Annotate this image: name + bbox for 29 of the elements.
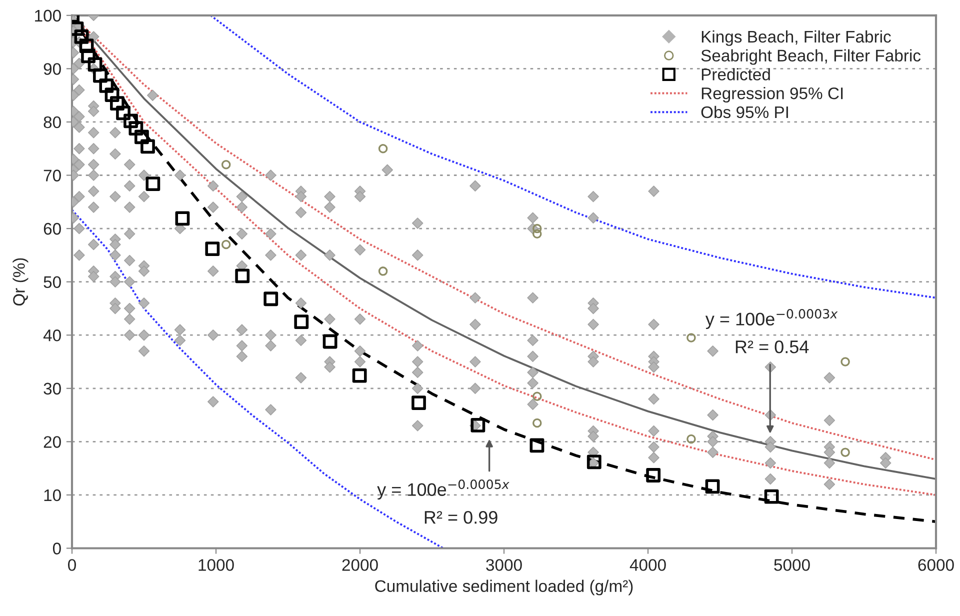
- x-tick-label: 1000: [198, 559, 234, 571]
- annotation: R² = 0.54: [736, 340, 809, 354]
- x-tick-label: 3000: [486, 559, 522, 571]
- x-tick-label: 5000: [774, 559, 810, 571]
- x-tick-label: 0: [68, 559, 76, 571]
- x-tick-label: 4000: [630, 559, 666, 571]
- x-tick-label: 6000: [918, 559, 954, 571]
- x-axis-title: Cumulative sediment loaded (g/m²): [375, 580, 633, 596]
- y-tick-label: 100: [35, 10, 61, 22]
- y-tick-label: 60: [44, 222, 61, 235]
- y-axis-title: Qr (%): [12, 258, 28, 306]
- y-tick-label: 10: [44, 489, 61, 502]
- annotation: R² = 0.99: [424, 510, 498, 524]
- legend-label: Regression 95% CI: [702, 87, 843, 103]
- y-tick-label: 90: [44, 63, 61, 75]
- y-tick-label: 0: [52, 542, 61, 554]
- legend-label: Seabright Beach, Filter Fabric: [701, 49, 921, 65]
- y-tick-label: 30: [44, 382, 61, 395]
- x-tick-label: 2000: [342, 559, 378, 571]
- y-tick-label: 40: [43, 330, 61, 342]
- y-tick-label: 20: [44, 436, 61, 448]
- annotation: y = 100e$^{−0.0003x}$: [705, 309, 838, 330]
- legend-label: Obs 95% PI: [701, 106, 788, 118]
- legend-label: Predicted: [702, 68, 770, 80]
- y-tick-label: 70: [44, 170, 61, 182]
- legend-label: Kings Beach, Filter Fabric: [702, 30, 891, 46]
- annotation: y = 100e$^{−0.0005x}$: [377, 480, 510, 500]
- y-tick-label: 50: [44, 276, 61, 288]
- y-tick-label: 80: [44, 116, 61, 128]
